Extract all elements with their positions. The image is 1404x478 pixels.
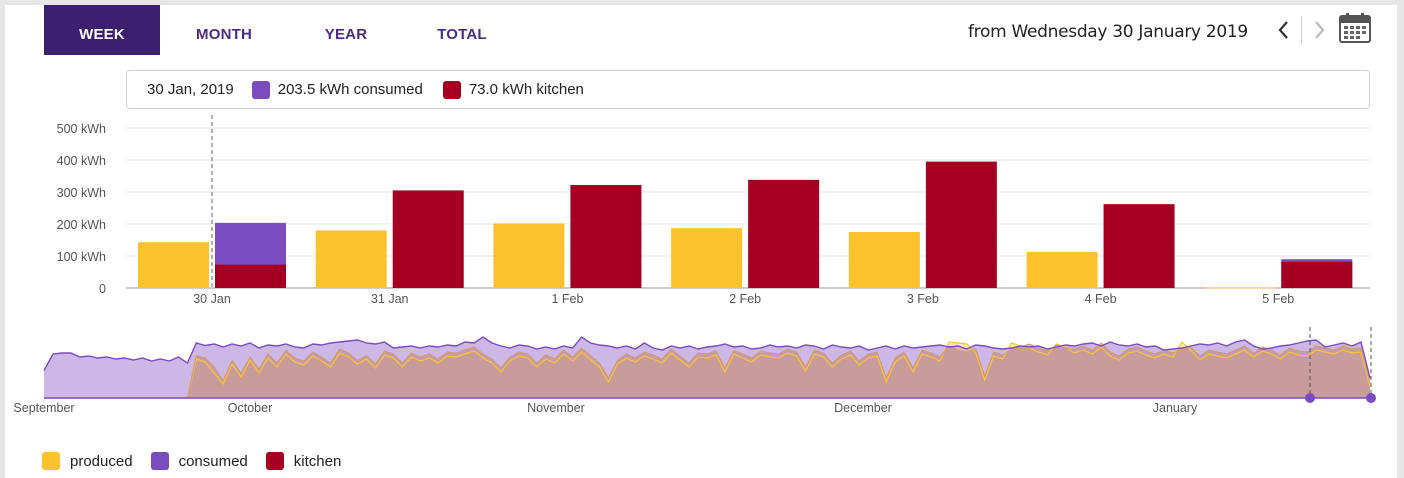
calendar-icon[interactable] xyxy=(1338,12,1372,44)
consumed-swatch xyxy=(251,80,270,99)
bar-kitchen xyxy=(392,190,464,288)
x-tick-label: 5 Feb xyxy=(1262,292,1294,306)
hover-tooltip: 30 Jan, 2019 203.5 kWh consumed 73.0 kWh… xyxy=(126,70,1370,109)
period-tabs: WEEK MONTH YEAR TOTAL xyxy=(44,5,520,55)
y-tick-label: 0 xyxy=(99,282,106,296)
navigator-month-label: September xyxy=(13,401,74,415)
tab-year[interactable]: YEAR xyxy=(324,26,368,43)
legend-kitchen-label: kitchen xyxy=(293,452,342,470)
tab-month[interactable]: MONTH xyxy=(196,26,252,43)
bar-kitchen xyxy=(1103,204,1175,288)
tooltip-consumed-text: 203.5 kWh consumed xyxy=(277,81,423,98)
navigator-month-label: November xyxy=(527,401,585,415)
nav-divider xyxy=(1301,16,1302,44)
tab-week[interactable]: WEEK xyxy=(44,5,160,55)
bar-kitchen xyxy=(570,184,642,288)
chevron-left-icon[interactable] xyxy=(1273,16,1295,44)
date-range-label: from Wednesday 30 January 2019 xyxy=(968,22,1248,42)
tooltip-date: 30 Jan, 2019 xyxy=(147,81,234,98)
x-tick-label: 30 Jan xyxy=(193,292,231,306)
produced-swatch xyxy=(42,452,60,470)
y-tick-label: 100 kWh xyxy=(57,250,106,264)
navigator-area-chart[interactable]: September October November December January xyxy=(0,325,1404,420)
legend-produced-label: produced xyxy=(70,452,133,470)
bar-produced xyxy=(671,228,743,288)
y-tick-label: 200 kWh xyxy=(57,218,106,232)
bar-produced xyxy=(315,230,387,288)
navigator-handle-right[interactable] xyxy=(1366,393,1376,403)
legend-kitchen[interactable]: kitchen xyxy=(265,452,342,470)
bar-kitchen xyxy=(925,161,997,288)
legend-produced[interactable]: produced xyxy=(42,452,133,470)
line-consumed xyxy=(43,336,1371,379)
bar-produced xyxy=(848,232,920,288)
y-tick-label: 400 kWh xyxy=(57,154,106,168)
navigator-month-label: December xyxy=(834,401,892,415)
legend-consumed[interactable]: consumed xyxy=(150,452,248,470)
tab-total[interactable]: TOTAL xyxy=(437,26,487,43)
navigator-handle-left[interactable] xyxy=(1305,393,1315,403)
weekly-bar-chart: 0 100 kWh 200 kWh 300 kWh 400 kWh 500 kWh 30 J… xyxy=(57,115,1370,306)
legend-consumed-label: consumed xyxy=(178,452,248,470)
bar-produced xyxy=(493,223,565,288)
chart-legend: produced consumed kitchen xyxy=(42,452,359,470)
x-tick-label: 3 Feb xyxy=(907,292,939,306)
line-produced xyxy=(44,341,1371,399)
tooltip-kitchen: 73.0 kWh kitchen xyxy=(442,80,584,99)
bar-produced xyxy=(138,242,209,288)
x-tick-label: 31 Jan xyxy=(371,292,409,306)
bar-produced xyxy=(1204,287,1276,289)
line-kitchen xyxy=(44,342,1371,399)
area-kitchen xyxy=(44,343,1370,398)
kitchen-swatch xyxy=(265,452,284,470)
bar-kitchen xyxy=(215,264,286,288)
y-tick-label: 500 kWh xyxy=(57,122,106,136)
x-tick-label: 1 Feb xyxy=(551,292,583,306)
y-tick-label: 300 kWh xyxy=(57,186,106,200)
chevron-right-icon[interactable] xyxy=(1308,16,1330,44)
bar-kitchen xyxy=(748,179,820,288)
consumed-swatch xyxy=(150,452,169,470)
x-tick-label: 4 Feb xyxy=(1085,292,1117,306)
bar-produced xyxy=(1026,251,1098,288)
tooltip-kitchen-text: 73.0 kWh kitchen xyxy=(468,81,584,98)
x-tick-label: 2 Feb xyxy=(729,292,761,306)
navigator-month-label: January xyxy=(1153,401,1198,415)
bar-kitchen xyxy=(1281,261,1353,288)
navigator-month-label: October xyxy=(228,401,272,415)
tooltip-consumed: 203.5 kWh consumed xyxy=(251,80,423,99)
kitchen-swatch xyxy=(442,80,461,99)
